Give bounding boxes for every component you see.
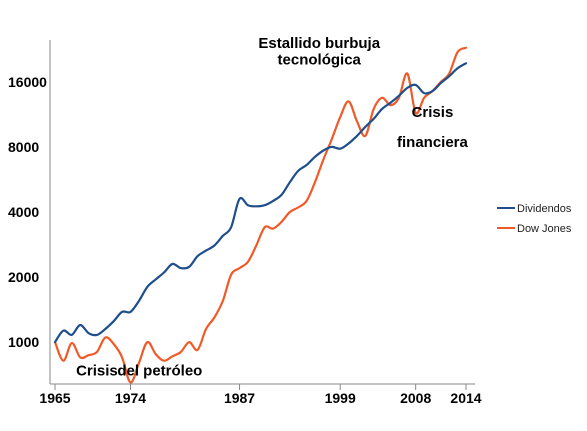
x-tick-label: 1987: [224, 390, 255, 406]
annotation-label: Estallido burbuja: [258, 35, 380, 52]
y-tick-label: 1000: [8, 334, 39, 350]
y-tick-label: 2000: [8, 269, 39, 285]
x-tick-label: 2014: [450, 390, 481, 406]
annotation-label: financiera: [397, 134, 469, 151]
annotation-label: Crisis: [412, 104, 454, 121]
y-tick-label: 16000: [8, 74, 47, 90]
y-tick-label: 4000: [8, 204, 39, 220]
series-line-dow-jones: [53, 46, 468, 384]
legend-label: Dow Jones: [517, 223, 572, 235]
y-tick-label: 8000: [8, 139, 39, 155]
x-tick-label: 1965: [39, 390, 70, 406]
series-lines: [53, 46, 468, 384]
legend: Dividendos Dow Jones: [497, 203, 572, 235]
x-tick-label: 2008: [400, 390, 431, 406]
legend-label: Dividendos: [517, 203, 572, 215]
annotation-label: tecnológica: [278, 51, 362, 68]
x-tick-marks: [54, 384, 467, 390]
annotation-label: Crisis: [76, 363, 118, 380]
x-tick-label: 1999: [325, 390, 356, 406]
series-line-dividendos: [53, 62, 468, 344]
annotation-label: del petróleo: [117, 363, 202, 380]
x-tick-label: 1974: [115, 390, 146, 406]
y-ticks: 1000 2000 4000 8000 16000: [8, 74, 47, 350]
x-ticks: 1965 1974 1987 1999 2008 2014: [39, 390, 481, 406]
